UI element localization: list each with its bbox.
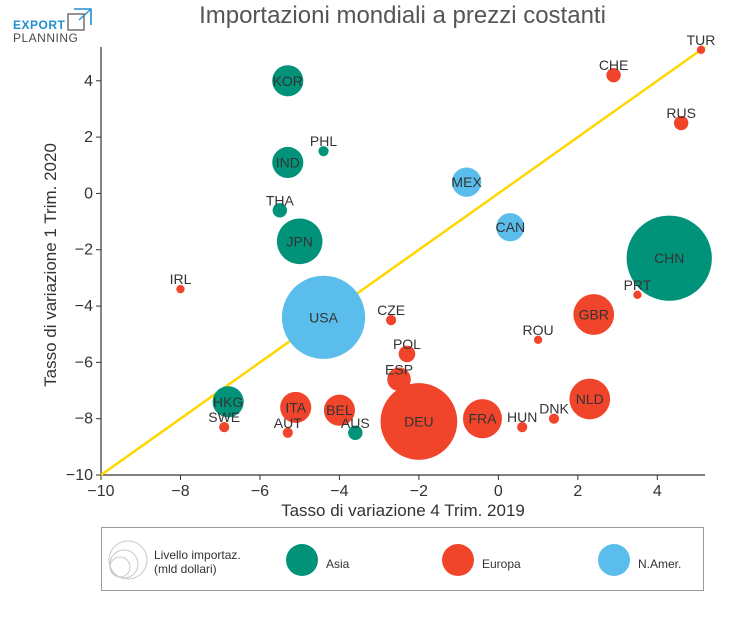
x-tick-label: −6 — [251, 483, 269, 500]
legend-swatch-n-amer — [598, 544, 630, 576]
bubble-esp — [387, 367, 411, 392]
y-axis-label: Tasso di variazione 1 Trim. 2020 — [41, 143, 60, 387]
x-axis-label: Tasso di variazione 4 Trim. 2019 — [281, 501, 525, 520]
bubble-aus — [348, 425, 363, 440]
legend-size-label-line2: (mld dollari) — [154, 562, 217, 576]
scatter-chart: −10 −8 −6 −4 −2 0 2 4 −10 −8 −6 −4 −2 0 2 4 TUR CHE RUS KO… — [41, 32, 716, 520]
logo-square-icon — [67, 8, 92, 31]
bubble-label-esp: ESP — [385, 361, 413, 377]
bubble-fra — [462, 399, 502, 439]
bubble-label-che: CHE — [599, 57, 629, 73]
x-tick-label: −2 — [410, 483, 428, 500]
bubble-dnk — [548, 413, 560, 424]
bubble-label-gbr: GBR — [579, 307, 609, 323]
export-planning-logo: EXPORT PLANNING — [13, 8, 103, 48]
bubble-label-can: CAN — [496, 219, 526, 235]
logo-text-export: EXPORT — [13, 18, 66, 32]
bubble-label-usa: USA — [309, 309, 338, 325]
bubble-tur — [696, 45, 706, 54]
y-tick-label: −6 — [75, 354, 93, 371]
reference-line — [100, 45, 706, 477]
bubble-label-tha: THA — [266, 192, 295, 208]
bubble-label-kor: KOR — [273, 73, 303, 89]
bubble-hun — [517, 422, 528, 433]
legend-swatch-europa — [442, 544, 474, 576]
bubble-label-cze: CZE — [377, 302, 405, 318]
bubble-prt — [633, 290, 642, 299]
bubble-swe — [219, 422, 230, 433]
bubble-label-aut: AUT — [274, 415, 302, 431]
bubble-label-chn: CHN — [654, 250, 684, 266]
bubble-can — [496, 213, 525, 242]
bubble-label-fra: FRA — [468, 411, 497, 427]
legend: Livello importaz. (mld dollari) Asia Eur… — [101, 527, 704, 591]
bubble-label-irl: IRL — [170, 271, 192, 287]
reference-line-group — [100, 45, 706, 477]
y-tick-label: 2 — [84, 129, 93, 146]
bubble-nld — [569, 378, 611, 420]
bubble-che — [606, 67, 621, 83]
bubble-gbr — [573, 294, 615, 335]
bubble-mex — [451, 167, 482, 197]
bubble-label-pol: POL — [393, 336, 421, 352]
legend-swatch-asia — [286, 544, 318, 576]
bubble-cze — [385, 315, 397, 326]
x-tick-label: 4 — [653, 483, 662, 500]
bubble-irl — [176, 284, 185, 294]
bubble-hkg — [212, 386, 244, 418]
bubble-ita — [280, 391, 312, 423]
bubble-label-aus: AUS — [341, 415, 370, 431]
y-tick-label: −8 — [75, 411, 93, 428]
bubble-aut — [282, 427, 293, 438]
bubble-label-nld: NLD — [576, 391, 604, 407]
labels-group: TUR CHE RUS KOR PHL IND MEX THA CAN JPN CHN IRL PRT U… — [170, 32, 716, 431]
bubble-deu — [380, 383, 458, 460]
bubble-label-hkg: HKG — [213, 394, 243, 410]
legend-label-asia: Asia — [326, 557, 350, 571]
bubble-tha — [272, 203, 288, 218]
y-tick-label: 0 — [84, 185, 93, 202]
bubble-pol — [398, 345, 416, 363]
x-tick-label: −8 — [171, 483, 189, 500]
bubble-phl — [318, 146, 329, 157]
logo-text-planning: PLANNING — [13, 31, 79, 45]
y-tick-label: −2 — [75, 242, 93, 259]
bubble-kor — [272, 65, 304, 97]
bubble-label-ita: ITA — [285, 399, 306, 415]
bubble-rou — [533, 335, 543, 345]
x-tick-label: −10 — [87, 483, 114, 500]
y-tick-label: 4 — [84, 73, 93, 90]
bubble-label-bel: BEL — [326, 402, 353, 418]
y-tick-label: −4 — [75, 298, 93, 315]
legend-label-europa: Europa — [482, 557, 521, 571]
legend-label-n-amer: N.Amer. — [638, 557, 682, 571]
bubble-label-prt: PRT — [624, 277, 652, 293]
bubble-label-tur: TUR — [687, 32, 716, 48]
y-tick-label: −10 — [66, 467, 93, 484]
bubbles-group — [176, 45, 712, 460]
bubble-chn — [626, 215, 712, 301]
bubble-label-deu: DEU — [404, 414, 434, 430]
x-tick-label: −4 — [330, 483, 348, 500]
x-tick-label: 2 — [573, 483, 582, 500]
bubble-label-rus: RUS — [666, 105, 696, 121]
x-tick-label: 0 — [494, 483, 503, 500]
legend-size-label-line1: Livello importaz. — [154, 548, 241, 562]
bubble-label-jpn: JPN — [286, 233, 312, 249]
bubble-label-rou: ROU — [523, 322, 554, 338]
bubble-bel — [323, 394, 355, 426]
bubble-ind — [272, 146, 304, 179]
bubble-label-hun: HUN — [507, 409, 537, 425]
bubble-jpn — [276, 218, 323, 265]
legend-size-circles-icon — [108, 540, 148, 580]
bubble-label-dnk: DNK — [539, 401, 569, 417]
bubble-label-swe: SWE — [208, 409, 240, 425]
bubble-label-mex: MEX — [451, 174, 482, 190]
bubble-label-ind: IND — [276, 154, 300, 170]
chart-title: Importazioni mondiali a prezzi costanti — [199, 2, 606, 29]
bubble-usa — [281, 275, 366, 359]
bubble-rus — [673, 115, 689, 131]
axes: −10 −8 −6 −4 −2 0 2 4 −10 −8 −6 −4 −2 0 2 4 — [66, 47, 705, 500]
bubble-label-phl: PHL — [310, 133, 337, 149]
